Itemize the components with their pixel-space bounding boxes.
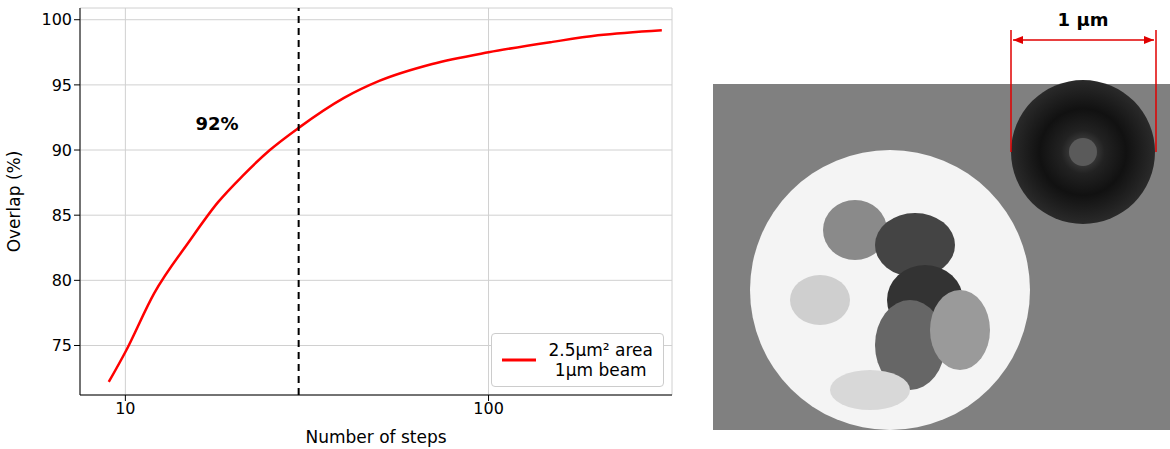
svg-text:95: 95 (52, 76, 72, 95)
svg-text:100: 100 (473, 399, 504, 418)
svg-text:90: 90 (52, 141, 72, 160)
svg-text:100: 100 (41, 10, 72, 29)
svg-text:1 µm: 1 µm (1058, 9, 1109, 30)
svg-text:10: 10 (115, 399, 135, 418)
svg-text:80: 80 (52, 271, 72, 290)
html-text:2.5μm² area 1μm beam: 2.5μm² area 1μm beam (548, 340, 653, 380)
svg-text:Overlap (%): Overlap (%) (4, 151, 24, 253)
svg-text:Number of steps: Number of steps (305, 427, 446, 447)
svg-text:92%: 92% (196, 113, 239, 134)
svg-text:75: 75 (52, 336, 72, 355)
svg-text:85: 85 (52, 206, 72, 225)
